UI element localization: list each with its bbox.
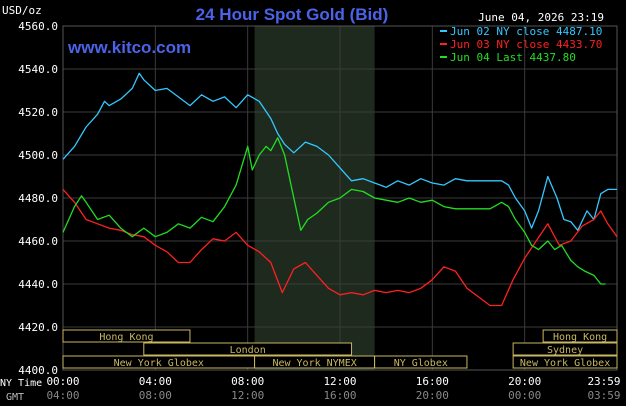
series-line-3 (62, 137, 606, 285)
y-tick-label: 4520.0 (18, 106, 58, 119)
y-tick-label: 4540.0 (18, 63, 58, 76)
legend-entry: Jun 03 NY close 4433.70 (450, 38, 602, 51)
price-series (62, 72, 618, 307)
gmt-time-tick: 08:00 (139, 389, 172, 402)
ny-time-label: NY Time (0, 378, 42, 389)
ny-time-tick: 00:00 (46, 375, 79, 388)
y-tick-label: 4400.0 (18, 364, 58, 377)
gmt-label: GMT (6, 392, 24, 403)
legend-entry: Jun 02 NY close 4487.10 (450, 25, 602, 38)
y-tick-label: 4420.0 (18, 321, 58, 334)
y-tick-label: 4500.0 (18, 149, 58, 162)
gmt-time-tick: 12:00 (231, 389, 264, 402)
session-label: New York Globex (114, 358, 204, 369)
session-label: Hong Kong (553, 332, 607, 343)
unit-label: USD/oz (2, 4, 42, 17)
session-bar (143, 342, 353, 356)
gmt-time-tick: 16:00 (323, 389, 356, 402)
legend-entry: Jun 04 Last 4437.80 (450, 51, 576, 64)
website-label: www.kitco.com (67, 38, 191, 57)
time-axis: NY TimeGMT00:0004:0004:0008:0008:0012:00… (0, 375, 621, 403)
session-label: NY Globex (394, 358, 448, 369)
y-tick-label: 4440.0 (18, 278, 58, 291)
market-sessions: Hong Kong Hong Kong London Sydney New York G… (62, 329, 618, 369)
session-bar (374, 355, 468, 369)
ny-time-tick: 04:00 (139, 375, 172, 388)
gmt-time-tick: 20:00 (416, 389, 449, 402)
y-tick-label: 4460.0 (18, 235, 58, 248)
gmt-time-tick: 00:00 (508, 389, 541, 402)
session-label: New York Globex (520, 358, 610, 369)
timestamp: June 04, 2026 23:19 (478, 11, 604, 24)
y-axis-ticks: 4560.0 4540.0 4520.0 4500.0 4480.0 4460.0 4440… (18, 20, 58, 377)
ny-time-tick: 20:00 (508, 375, 541, 388)
session-label: Sydney (547, 345, 583, 356)
y-tick-label: 4560.0 (18, 20, 58, 33)
session-bar (512, 355, 618, 369)
ny-time-tick: 16:00 (416, 375, 449, 388)
y-tick-label: 4480.0 (18, 192, 58, 205)
gmt-time-tick: 03:59 (587, 389, 620, 402)
session-bar (542, 329, 618, 343)
session-bar (512, 342, 618, 356)
chart-title: 24 Hour Spot Gold (Bid) (196, 5, 389, 24)
ny-time-tick: 12:00 (323, 375, 356, 388)
series-line-2 (62, 188, 618, 307)
session-label: New York NYMEX (272, 358, 356, 369)
plot-border (62, 25, 618, 371)
gmt-time-tick: 04:00 (46, 389, 79, 402)
session-label: Hong Kong (99, 332, 153, 343)
session-bar (62, 329, 191, 343)
grid-lines (62, 25, 618, 371)
ny-time-tick: 23:59 (587, 375, 620, 388)
session-label: London (230, 345, 266, 356)
series-line-1 (62, 72, 617, 231)
ny-time-tick: 08:00 (231, 375, 264, 388)
